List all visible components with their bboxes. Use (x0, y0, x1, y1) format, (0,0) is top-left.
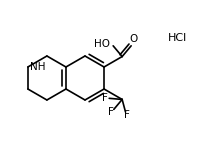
Text: O: O (129, 34, 138, 44)
Text: F: F (108, 107, 114, 117)
Text: F: F (102, 93, 108, 103)
Text: HO: HO (94, 39, 110, 49)
Text: NH: NH (30, 62, 45, 72)
Text: F: F (124, 110, 129, 120)
Text: HCl: HCl (168, 33, 188, 43)
